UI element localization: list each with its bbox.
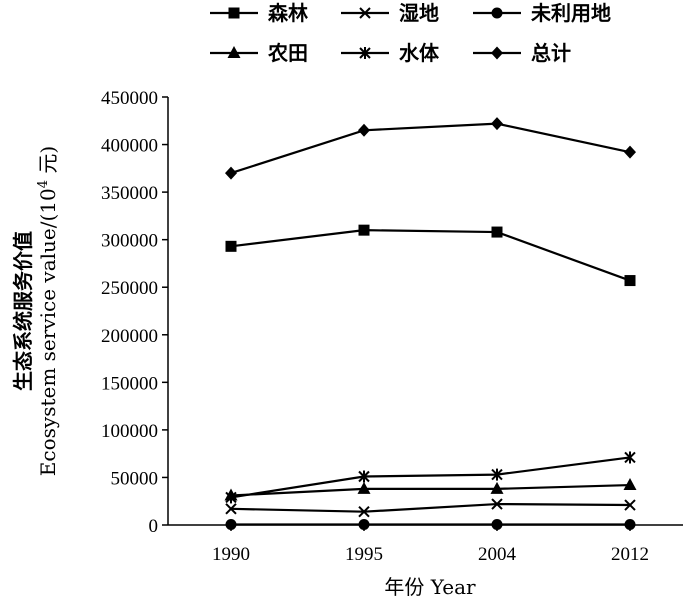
series-0 — [225, 224, 636, 287]
y-axis-title-line1: 生态系统服务价值 — [11, 231, 35, 391]
series-line — [230, 456, 631, 499]
data-point — [491, 468, 503, 481]
data-point — [491, 117, 503, 131]
legend-label: 森林 — [268, 1, 308, 25]
legend-marker — [227, 46, 241, 58]
x-axis-title: 年份 Year — [384, 575, 476, 599]
y-ticks: 0 50000 100000 150000 200000 250000 300000 3500… — [101, 88, 168, 537]
y-axis-title-sup: 4 — [36, 180, 51, 188]
data-point — [491, 498, 503, 510]
x-tick-label: 2012 — [611, 544, 649, 565]
legend-item: 水体 — [341, 41, 440, 65]
y-axis-title: 生态系统服务价值 Ecosystem service value/(104 元) — [11, 146, 60, 476]
y-tick-label: 350000 — [101, 183, 158, 204]
y-axis-title-line2: Ecosystem service value/(104 元) — [36, 146, 60, 476]
y-tick-label: 150000 — [101, 373, 158, 394]
y-tick-label: 0 — [149, 516, 159, 537]
legend-marker — [228, 7, 240, 19]
data-point — [225, 503, 237, 515]
data-point — [358, 519, 370, 531]
y-tick-label: 50000 — [111, 468, 159, 489]
data-point — [225, 240, 237, 252]
legend-label: 水体 — [399, 41, 440, 65]
legend-marker — [359, 7, 371, 19]
legend-item: 总计 — [473, 41, 571, 65]
series-4 — [225, 451, 636, 504]
y-tick-label: 300000 — [101, 231, 158, 252]
y-tick-label: 400000 — [101, 136, 158, 157]
legend-label: 未利用地 — [531, 1, 611, 25]
series-1 — [225, 498, 636, 518]
data-point — [358, 470, 370, 483]
legend-item: 农田 — [210, 41, 308, 65]
series-line — [230, 122, 631, 175]
data-point — [358, 505, 370, 518]
series-5 — [225, 117, 636, 180]
x-ticks: 1990 1995 2004 2012 — [212, 525, 649, 565]
data-point — [624, 451, 636, 464]
legend-label: 农田 — [267, 41, 308, 65]
data-point — [491, 519, 503, 531]
x-tick-label: 1990 — [212, 544, 250, 565]
data-point — [624, 275, 636, 287]
legend-label: 湿地 — [399, 1, 439, 25]
series-line — [230, 502, 631, 513]
data-point — [623, 478, 637, 491]
data-point — [624, 519, 636, 531]
series-2 — [225, 519, 636, 531]
data-point — [358, 123, 370, 137]
legend-marker — [491, 46, 503, 60]
data-point — [225, 166, 237, 180]
legend-marker — [359, 47, 371, 59]
x-tick-label: 2004 — [478, 544, 517, 565]
data-point — [624, 499, 636, 511]
data-point — [358, 224, 370, 236]
y-tick-label: 450000 — [101, 88, 158, 109]
y-axis-title-prefix: Ecosystem service value/(10 — [36, 188, 60, 476]
series-line — [230, 483, 631, 497]
data-point — [624, 145, 636, 159]
data-point — [357, 481, 371, 494]
y-tick-label: 250000 — [101, 278, 158, 299]
y-tick-label: 200000 — [101, 326, 158, 347]
x-tick-label: 1995 — [345, 544, 383, 565]
legend-item: 森林 — [210, 1, 308, 25]
legend-item: 未利用地 — [473, 1, 611, 25]
legend-label: 总计 — [531, 41, 571, 65]
y-axis-title-suffix: 元) — [36, 146, 60, 180]
y-tick-label: 100000 — [101, 421, 158, 442]
legend-marker — [491, 7, 503, 19]
data-point — [490, 481, 504, 494]
series-line — [230, 229, 631, 282]
legend-item: 湿地 — [341, 1, 439, 25]
data-point — [491, 226, 503, 238]
data-point — [225, 519, 237, 531]
series-group — [224, 117, 637, 531]
data-point — [225, 491, 237, 504]
